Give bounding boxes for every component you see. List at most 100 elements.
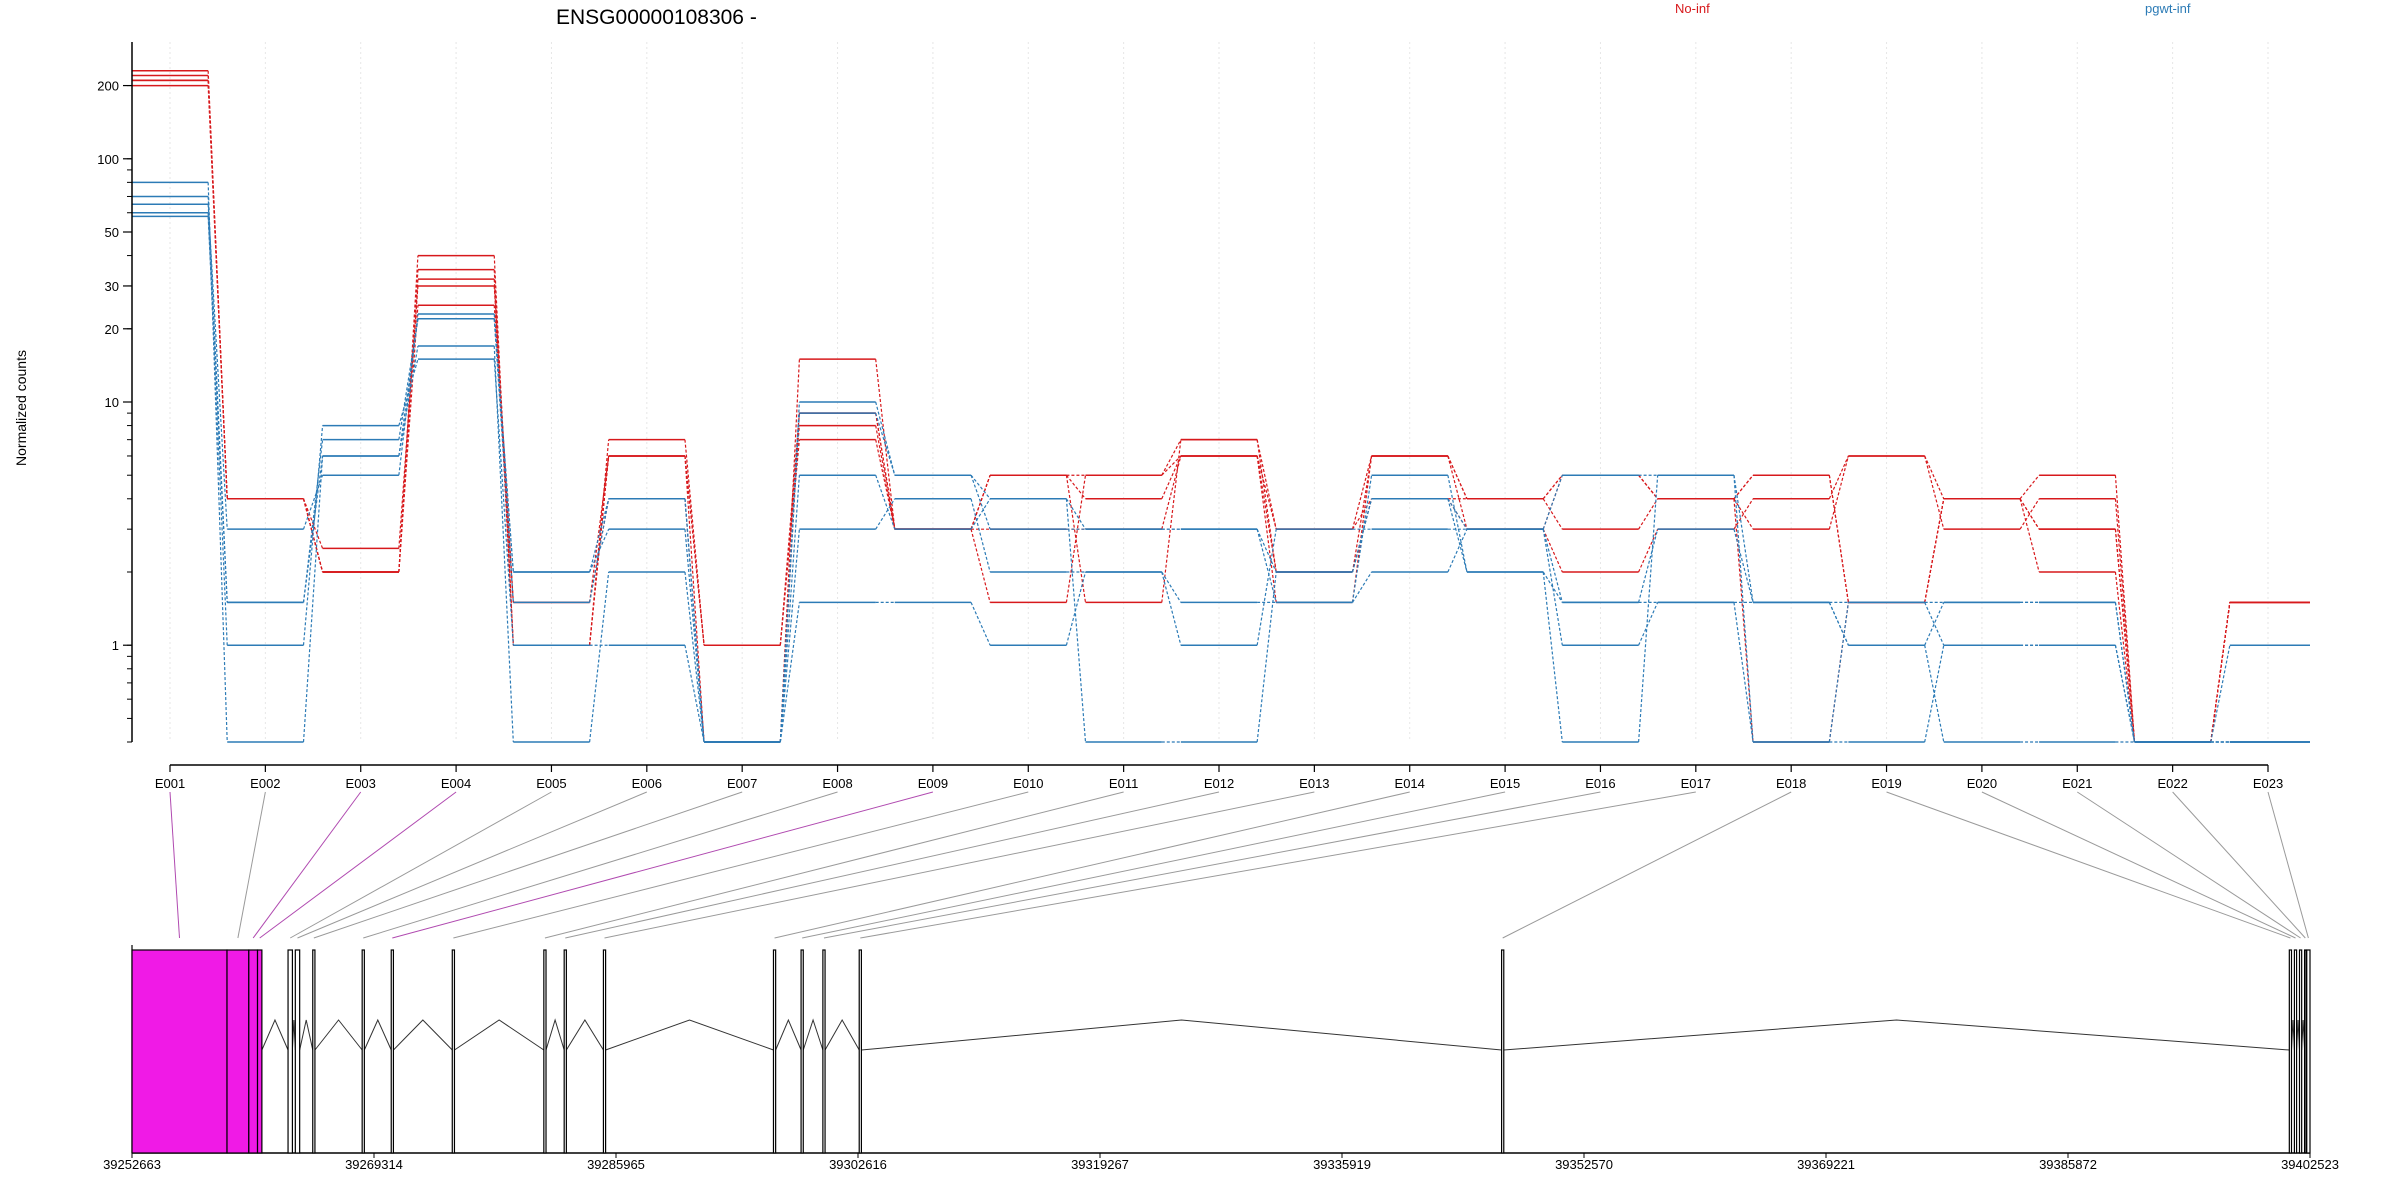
transition-line <box>875 439 896 530</box>
exon-bin-e010 <box>451 949 456 1154</box>
transition-line <box>684 571 705 743</box>
y-tick-label: 100 <box>97 152 119 167</box>
x-tick-label-e019: E019 <box>1871 776 1901 791</box>
connector-e013 <box>604 791 1315 939</box>
transition-line <box>1924 455 1945 530</box>
transition-line <box>684 529 705 743</box>
intron-line <box>314 1019 363 1051</box>
transition-line <box>1542 529 1563 603</box>
transition-line <box>2114 529 2136 743</box>
transition-line <box>207 204 228 530</box>
exon-bin-e018 <box>1500 949 1505 1154</box>
connector-e010 <box>453 791 1029 939</box>
y-tick-label: 50 <box>105 225 119 240</box>
y-axis-label: Normalized counts <box>13 350 29 466</box>
transition-line <box>2114 602 2136 743</box>
series-pgwt-inf-8 <box>132 203 2310 743</box>
transition-line <box>589 571 610 743</box>
transition-line <box>1638 528 1659 573</box>
transition-line <box>2114 475 2136 743</box>
exon-bin-e012 <box>563 949 567 1154</box>
transition-line <box>398 313 419 476</box>
transition-line <box>2114 571 2136 743</box>
coordinate-label: 39285965 <box>587 1157 645 1172</box>
transition-line <box>1924 455 1945 500</box>
transition-line <box>2019 498 2040 530</box>
connector-e002 <box>237 791 266 939</box>
x-tick-label-e017: E017 <box>1681 776 1711 791</box>
transition-line <box>2019 498 2040 573</box>
transition-line <box>1161 455 1182 530</box>
intron-line <box>454 1019 545 1051</box>
transition-line <box>875 413 896 530</box>
transition-line <box>2019 474 2040 500</box>
exon-bin-e017 <box>858 949 862 1154</box>
connector-e022 <box>2172 791 2306 939</box>
transition-line <box>1542 529 1563 646</box>
transition-line <box>970 475 991 530</box>
transition-line <box>1733 475 1754 603</box>
transition-line <box>684 645 705 743</box>
transition-line <box>1256 455 1277 530</box>
transition-line <box>398 318 419 457</box>
transition-line <box>1447 498 1468 530</box>
transition-line <box>1638 474 1659 500</box>
connector-e009 <box>392 791 934 939</box>
transition-line <box>1256 455 1277 603</box>
series-pgwt-inf-9 <box>132 211 2310 743</box>
coordinate-label: 39385872 <box>2039 1157 2097 1172</box>
x-tick-label-e005: E005 <box>536 776 566 791</box>
intron-line <box>363 1018 392 1051</box>
transition-line <box>1638 475 1659 743</box>
x-tick-label-e002: E002 <box>250 776 280 791</box>
x-tick-label-e021: E021 <box>2062 776 2092 791</box>
transition-line <box>207 216 228 603</box>
transition-line <box>1828 602 1849 743</box>
transition-line <box>684 498 705 743</box>
x-tick-label-e003: E003 <box>346 776 376 791</box>
x-tick-label-e001: E001 <box>155 776 185 791</box>
x-tick-label-e012: E012 <box>1204 776 1234 791</box>
transition-line <box>779 529 800 743</box>
transition-line <box>398 255 419 573</box>
transition-line <box>684 455 705 646</box>
transition-line <box>779 439 800 646</box>
transition-line <box>1542 528 1563 573</box>
transition-line <box>1352 498 1373 530</box>
transition-line <box>1065 475 1087 603</box>
connector-e016 <box>823 791 1601 939</box>
transition-line <box>1447 455 1468 530</box>
transition-line <box>1828 455 1849 530</box>
x-tick-label-e018: E018 <box>1776 776 1806 791</box>
coordinate-label: 39402523 <box>2281 1157 2339 1172</box>
x-tick-label-e010: E010 <box>1013 776 1043 791</box>
transition-line <box>1924 602 1945 646</box>
chart-title: ENSG00000108306 - <box>556 6 757 29</box>
x-tick-label-e022: E022 <box>2157 776 2187 791</box>
exon-bin-e003 <box>248 949 259 1154</box>
transition-line <box>970 475 991 530</box>
transition-line <box>779 475 800 743</box>
exon-bin-e002 <box>226 949 250 1154</box>
transition-line <box>1065 474 1086 500</box>
connector-e004 <box>259 791 457 939</box>
transition-line <box>398 345 419 457</box>
transition-line <box>1351 455 1373 530</box>
transition-line <box>1924 602 1945 646</box>
exon-bin-e011 <box>543 949 547 1154</box>
x-tick-label-e013: E013 <box>1299 776 1329 791</box>
exon-bin-e023 <box>2306 949 2311 1154</box>
transition-line <box>589 455 610 603</box>
transition-line <box>2114 645 2136 743</box>
connector-e023 <box>2267 791 2309 939</box>
series-no-inf-2 <box>132 74 2310 743</box>
transition-line <box>1924 645 1945 743</box>
exon-bin-e006 <box>294 949 301 1154</box>
x-tick-label-e016: E016 <box>1585 776 1615 791</box>
transition-line <box>779 413 800 646</box>
transition-line <box>1542 571 1563 603</box>
exon-bin-e021 <box>2298 949 2303 1154</box>
series-no-inf-4 <box>132 84 2310 743</box>
connector-e018 <box>1502 791 1792 939</box>
intron-line <box>545 1018 565 1051</box>
